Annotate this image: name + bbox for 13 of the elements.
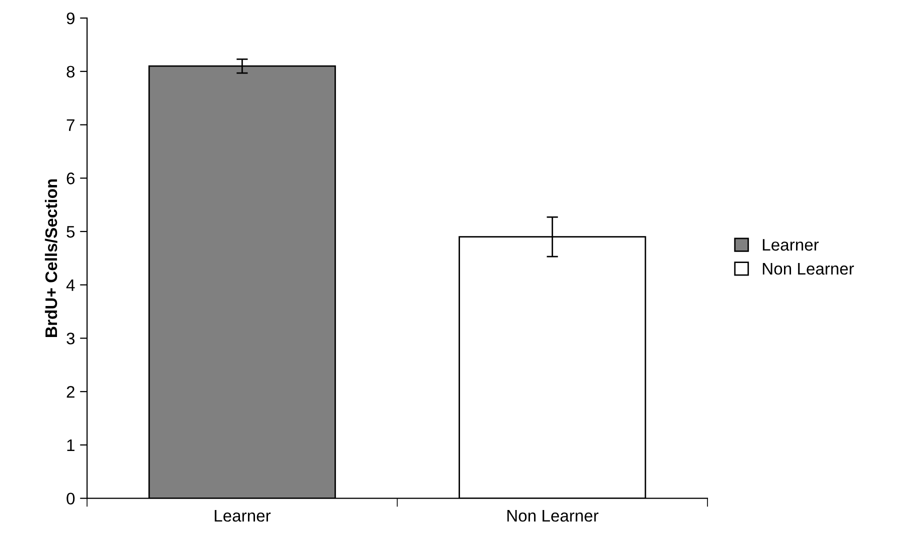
legend-label: Non Learner [762,263,854,275]
y-tick-label: 7 [66,119,74,131]
y-tick-label: 1 [67,440,74,451]
y-tick-label: 3 [66,332,75,344]
y-tick-label: 4 [66,279,75,291]
y-tick-label: 5 [66,226,75,238]
y-tick-label: 0 [66,492,75,505]
y-tick-label: 8 [66,66,75,78]
y-tick-label: 2 [66,386,74,398]
y-axis-title: BrdU+ Cells/Section [44,179,58,337]
y-tick-label: 9 [66,12,74,24]
legend-label: Learner [762,239,819,251]
y-tick-label: 6 [66,172,75,184]
